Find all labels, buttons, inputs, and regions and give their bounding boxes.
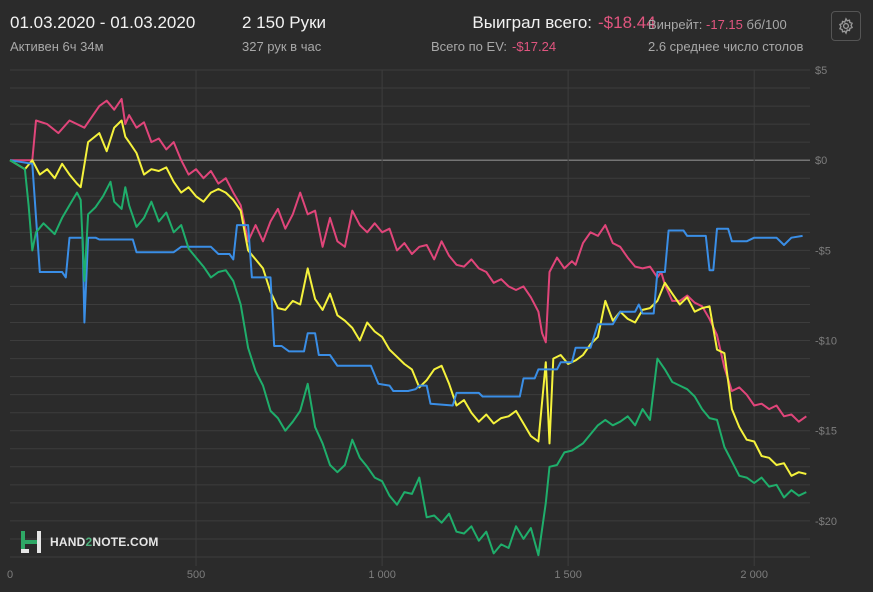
logo-text-a: HAND <box>50 535 86 549</box>
winrate-row: Винрейт: -17.15 бб/100 <box>648 17 787 32</box>
y-tick-label: -$10 <box>815 336 837 348</box>
won-total-value: -$18.44 <box>598 13 656 32</box>
settings-button[interactable] <box>831 11 861 41</box>
logo-text: HAND2NOTE.COM <box>50 535 159 549</box>
y-tick-label: -$5 <box>815 245 831 257</box>
hand2note-logo-icon <box>21 531 41 553</box>
winrate-label: Винрейт: <box>648 17 703 32</box>
x-tick-label: 1 000 <box>368 569 396 581</box>
logo-text-b: 2 <box>85 535 93 549</box>
chart-grid <box>10 69 810 566</box>
x-tick-label: 500 <box>187 569 205 581</box>
x-tick-label: 2 000 <box>740 569 768 581</box>
y-tick-label: $0 <box>815 155 827 167</box>
gear-icon <box>839 17 853 35</box>
winrate-value: -17.15 <box>706 17 743 32</box>
series-line-pink <box>10 97 807 423</box>
y-tick-label: -$15 <box>815 426 837 438</box>
header-bar: 01.03.2020 - 01.03.2020 Активен 6ч 34м 2… <box>0 0 873 64</box>
hands-count: 2 150 Руки <box>242 13 327 32</box>
logo-text-c: NOTE.COM <box>92 535 159 549</box>
hand2note-logo: HAND2NOTE.COM <box>20 530 159 554</box>
ev-total-label: Всего по EV: <box>430 39 507 54</box>
winrate-unit: бб/100 <box>746 17 787 32</box>
y-tick-label: $5 <box>815 65 827 77</box>
series-line-green <box>9 159 807 557</box>
hands-per-hour: 327 рук в час <box>242 39 322 54</box>
series-line-blue <box>9 159 803 407</box>
date-range: 01.03.2020 - 01.03.2020 <box>10 13 196 32</box>
chart-ticks: $5 $0 -$5 -$10 -$15 -$20 0 500 1 000 1 500 2 000 <box>7 65 837 581</box>
y-tick-label: -$20 <box>815 516 837 528</box>
active-time: Активен 6ч 34м <box>10 39 104 54</box>
x-tick-label: 0 <box>7 569 13 581</box>
avg-tables: 2.6 среднее число столов <box>648 39 804 54</box>
chart-series <box>9 97 807 557</box>
x-tick-label: 1 500 <box>554 569 582 581</box>
series-line-yellow <box>9 119 807 477</box>
won-total-label: Выиграл всего: <box>472 13 592 32</box>
ev-total-value: -$17.24 <box>512 39 557 54</box>
